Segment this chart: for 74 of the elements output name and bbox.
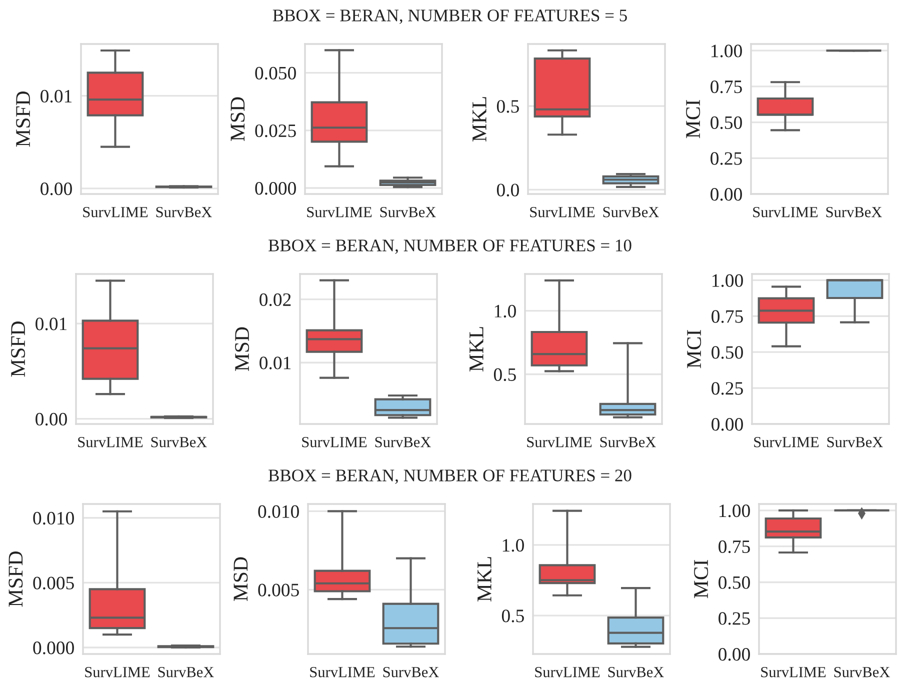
x-tick-label: SurvBeX [383,666,439,678]
x-tick-label: SurvBeX [375,436,431,448]
x-tick-label: SurvLIME [753,206,818,218]
y-tick-label: 0.50 [712,346,743,359]
y-tick-label: 1.0 [502,538,524,552]
x-tick-label: SurvLIME [307,206,372,218]
y-tick-label: 0.00 [36,412,67,426]
y-axis-title: MSFD [11,321,26,377]
y-tick-label: 0.010 [258,505,299,518]
y-tick-label: 0.25 [718,612,750,625]
x-tick-label: SurvLIME [535,666,600,678]
x-tick-label: SurvLIME [83,206,148,218]
y-tick-label: 0.75 [712,310,743,323]
x-tick-label: SurvBeX [834,666,890,678]
x-tick-label: SurvLIME [527,436,592,448]
y-tick-label: 0.75 [710,80,742,94]
x-tick-label: SurvBeX [826,206,882,218]
x-tick-label: SurvBeX [151,436,207,448]
y-axis-title: MCI [686,100,700,138]
x-tick-label: SurvBeX [608,666,664,678]
y-tick-label: 1.00 [720,504,750,518]
x-tick-label: SurvLIME [761,666,826,678]
x-tick-label: SurvBeX [827,436,883,448]
y-tick-label: 0.50 [718,576,750,589]
x-tick-label: SurvBeX [600,436,656,448]
y-axis-title: MKL [470,327,484,372]
y-tick-label: 0.00 [712,418,743,431]
x-tick-label: SurvBeX [156,206,212,218]
y-tick-label: 0.000 [255,182,296,195]
x-tick-label: SurvBeX [380,206,436,218]
y-axis-title: MKL [472,97,486,142]
y-tick-label: 0.00 [710,188,742,201]
y-axis-title: MCI [694,560,708,598]
x-tick-label: SurvLIME [85,666,150,678]
y-tick-label: 0.25 [710,152,742,165]
y-tick-label: 1.00 [712,274,743,287]
x-tick-label: SurvLIME [530,206,595,218]
y-tick-label: 0.010 [33,512,74,525]
y-axis-title: MSD [230,97,245,141]
x-tick-label: SurvLIME [754,436,819,448]
text: BBOX = BERAN, NUMBER OF FEATURES = 10 [268,240,632,254]
y-tick-label: 0.5 [494,368,516,382]
y-tick-label: 0.025 [255,124,296,138]
y-axis-title: MSD [235,327,250,371]
y-axis-title: MSFD [8,551,23,607]
y-tick-label: 1.0 [494,304,516,318]
y-tick-label: 0.5 [496,100,519,113]
y-tick-label: 0.25 [712,382,743,395]
x-tick-label: SurvLIME [310,666,375,678]
y-axis-title: MKL [478,557,492,602]
y-tick-label: 0.005 [258,584,299,596]
y-axis-title: MSD [234,557,248,601]
x-tick-label: SurvLIME [78,436,143,448]
text: BBOX = BERAN, NUMBER OF FEATURES = 5 [272,10,627,24]
y-tick-label: 0.01 [260,356,291,370]
x-tick-label: SurvBeX [603,206,659,218]
text: BBOX = BERAN, NUMBER OF FEATURES = 20 [268,470,632,484]
y-tick-label: 0.5 [502,610,524,622]
y-tick-label: 0.75 [718,540,750,554]
y-tick-label: 0.00 [718,648,750,661]
y-tick-label: 0.50 [710,116,742,130]
y-tick-label: 1.00 [712,44,742,58]
y-axis-title: MCI [687,330,702,368]
y-tick-label: 0.005 [33,576,74,590]
y-axis-title: MSFD [16,91,30,147]
y-tick-label: 0.000 [33,642,74,654]
x-tick-label: SurvLIME [302,436,367,448]
y-tick-label: 0.02 [260,293,291,306]
x-tick-label: SurvBeX [158,666,214,678]
y-tick-label: 0.01 [40,90,72,103]
y-tick-label: 0.00 [40,182,72,196]
y-tick-label: 0.0 [496,184,519,196]
y-tick-label: 0.01 [36,318,67,330]
y-tick-label: 0.050 [255,66,296,80]
